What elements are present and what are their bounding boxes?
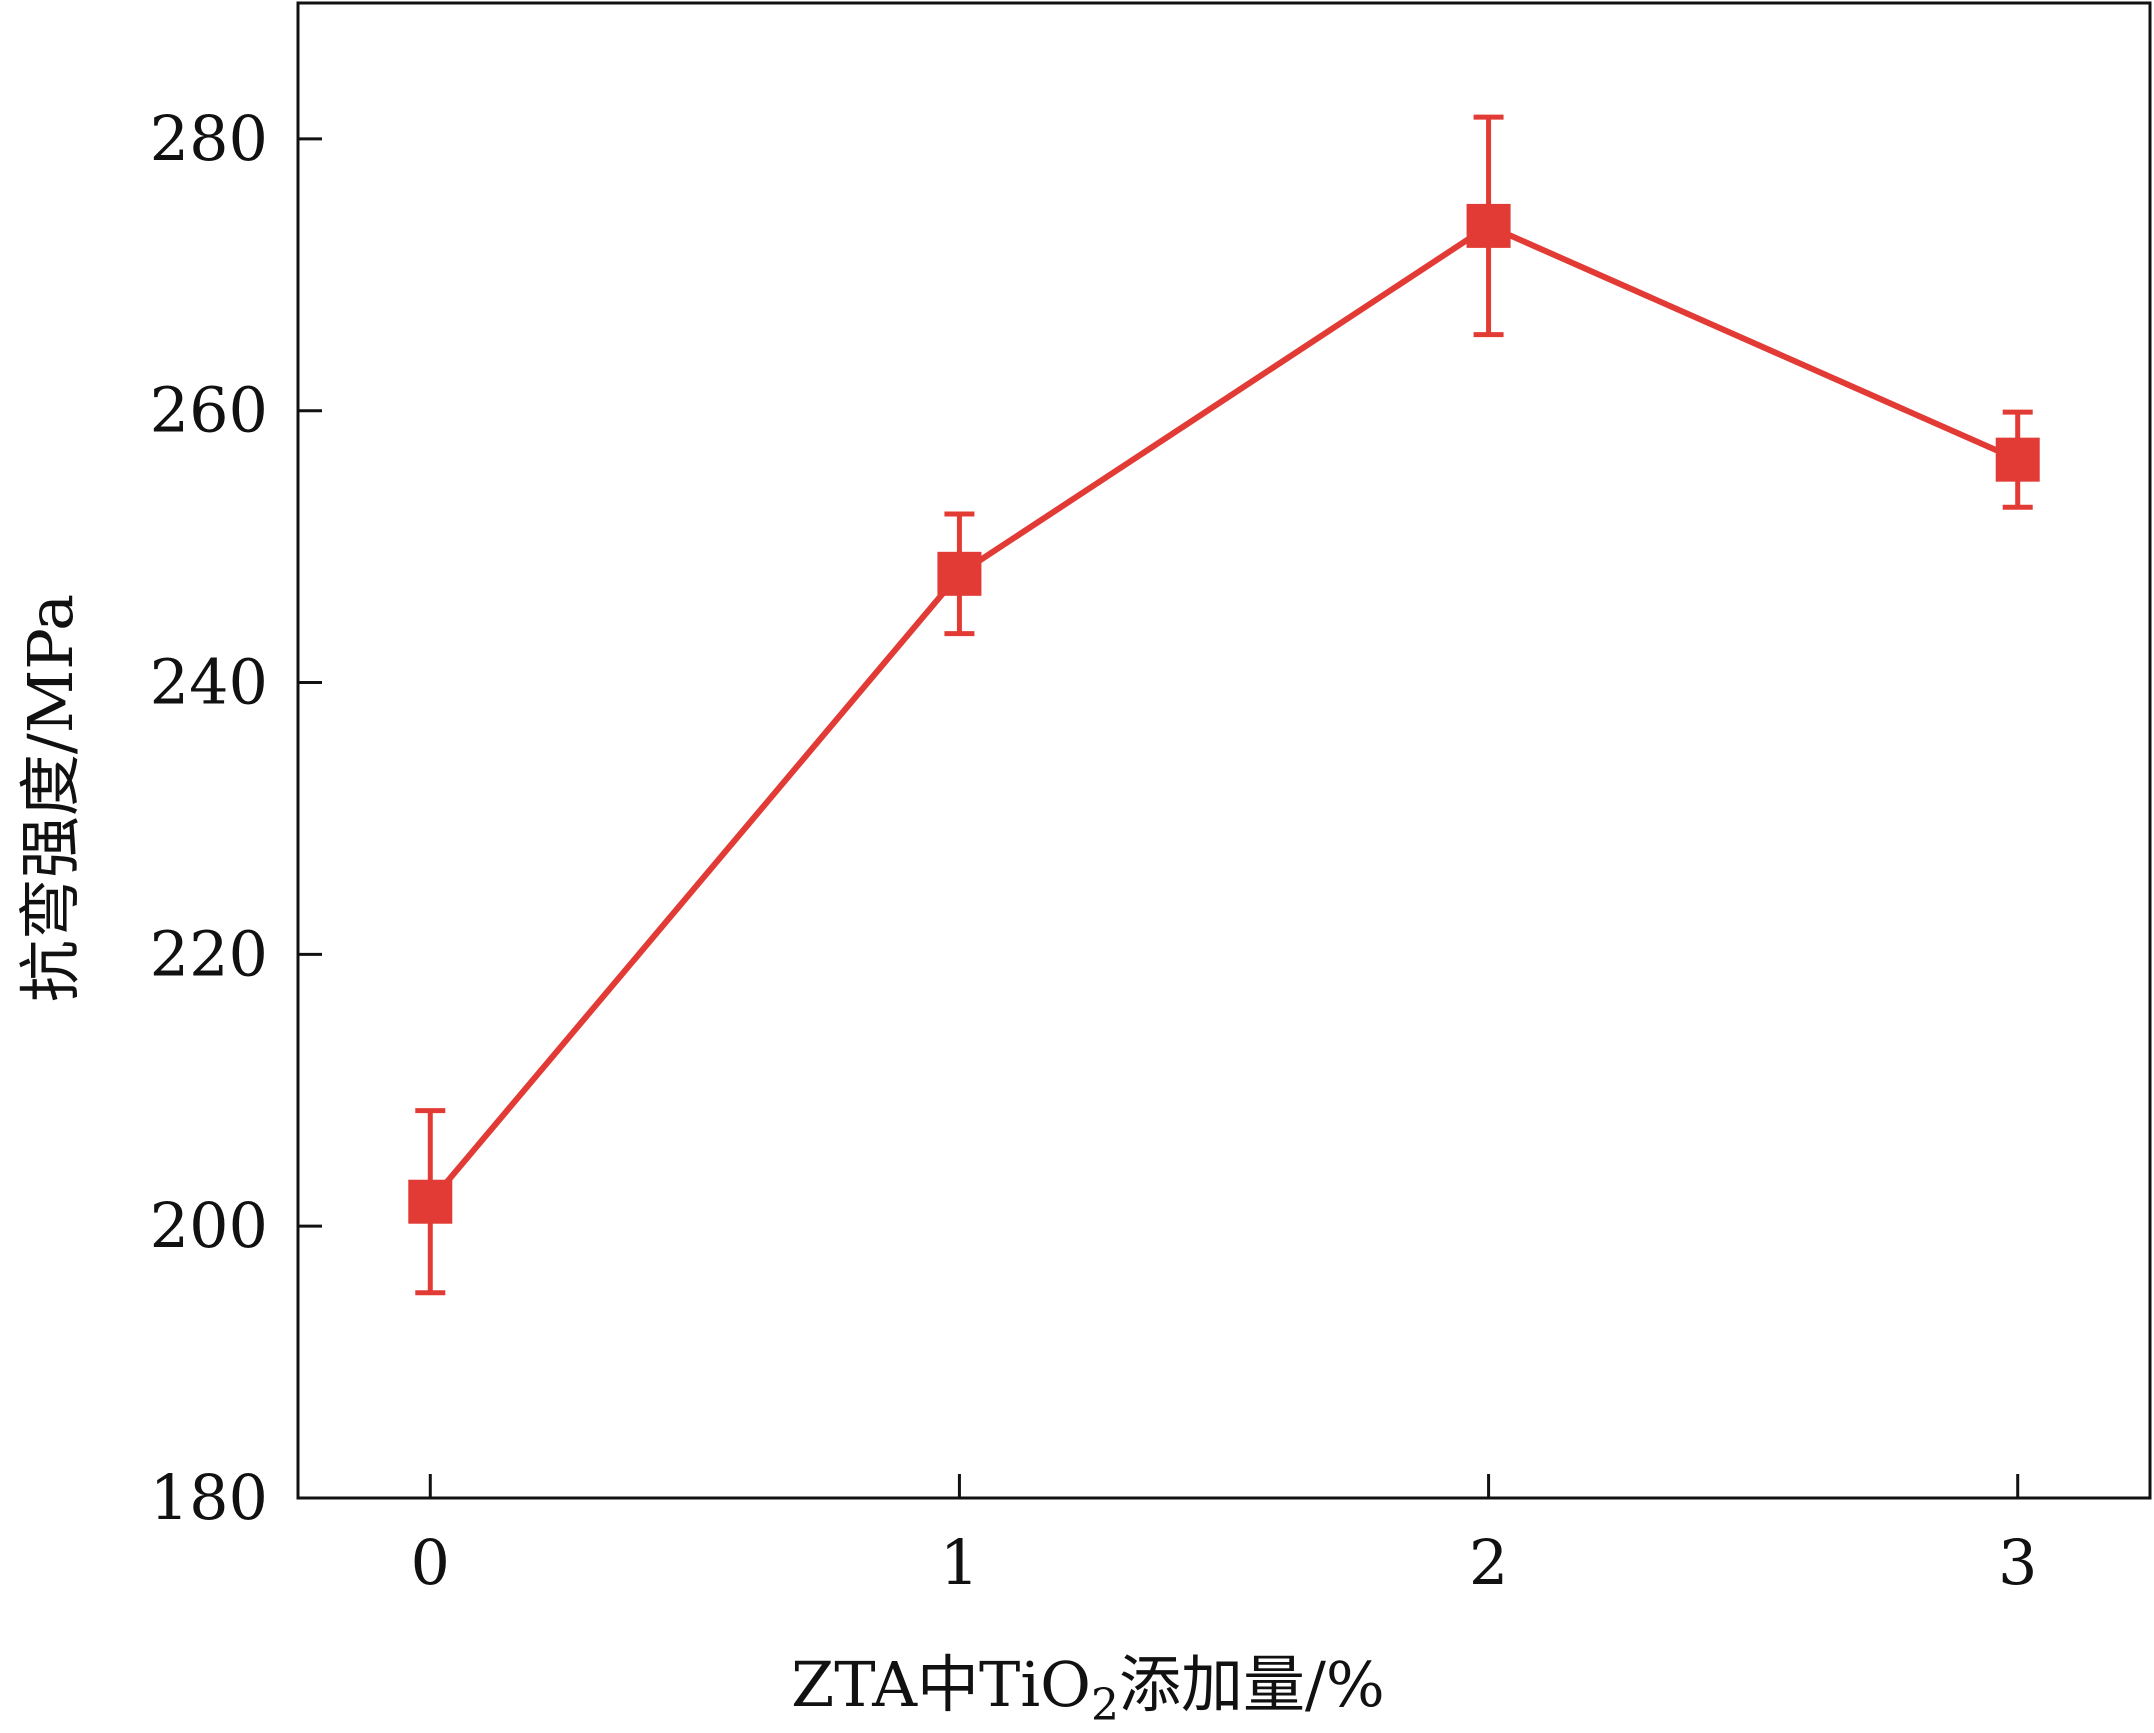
series-line <box>427 222 2019 1204</box>
plot-frame <box>296 1 2152 1500</box>
data-point <box>1466 203 1511 248</box>
y-axis-label: 抗弯强度/MPa <box>14 594 87 1002</box>
y-tick-label: 200 <box>150 1189 268 1262</box>
y-tick-label: 260 <box>150 374 268 447</box>
data-point <box>937 551 982 596</box>
x-axis-label-main: ZTA中TiO <box>791 1648 1091 1721</box>
y-tick-label: 240 <box>150 646 268 719</box>
data-point <box>1995 437 2040 482</box>
y-tick-label: 180 <box>150 1461 268 1534</box>
x-tick-label: 2 <box>1469 1526 1508 1599</box>
y-tick-label: 220 <box>150 917 268 990</box>
x-axis-label: ZTA中TiO2添加量/% <box>791 1648 1385 1728</box>
x-axis-label-sub: 2 <box>1091 1680 1119 1728</box>
x-tick-label: 3 <box>1998 1526 2037 1599</box>
x-axis-label-rest: 添加量/% <box>1119 1648 1385 1721</box>
x-tick-label: 0 <box>411 1526 450 1599</box>
y-tick-label: 280 <box>150 102 268 175</box>
data-point <box>408 1179 453 1224</box>
x-tick-label: 1 <box>940 1526 979 1599</box>
